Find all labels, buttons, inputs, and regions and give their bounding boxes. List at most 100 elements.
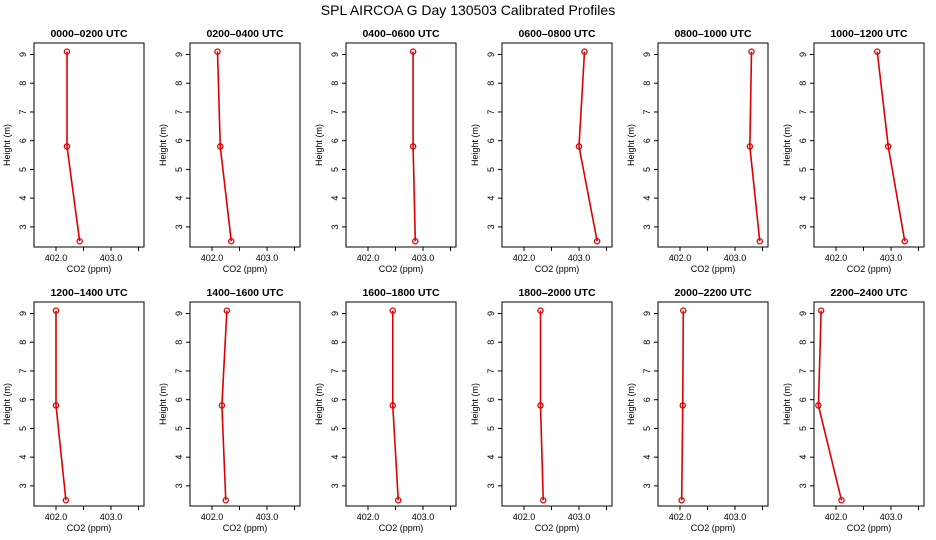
data-point	[537, 307, 544, 314]
y-tick-label: 6	[486, 397, 496, 402]
x-tick-label: 403.0	[256, 253, 279, 263]
x-axis-label: CO2 (ppm)	[691, 523, 736, 533]
y-tick-label: 7	[330, 109, 340, 114]
plot-frame	[189, 42, 301, 248]
data-point	[222, 497, 229, 504]
x-axis-label: CO2 (ppm)	[691, 264, 736, 274]
x-tick-label: 403.0	[568, 512, 591, 522]
profile-line	[539, 310, 545, 501]
data-point	[756, 238, 764, 245]
y-tick-label: 9	[174, 311, 184, 316]
data-point	[389, 307, 396, 314]
y-tick-label: 9	[486, 311, 496, 316]
plot-frame	[33, 301, 145, 507]
y-tick-label: 5	[642, 167, 652, 172]
x-axis-label: CO2 (ppm)	[535, 264, 580, 274]
y-tick-label: 8	[18, 340, 28, 345]
y-tick-label: 7	[798, 109, 808, 114]
x-axis-label: CO2 (ppm)	[847, 523, 892, 533]
panel-title: 0600–0800 UTC	[518, 28, 595, 40]
y-tick-label: 4	[798, 196, 808, 201]
x-tick-label: 402.0	[669, 253, 692, 263]
profile-line	[749, 51, 761, 242]
profile-line	[66, 51, 81, 242]
y-tick-label: 8	[642, 340, 652, 345]
y-tick-label: 6	[174, 397, 184, 402]
y-tick-label: 4	[798, 455, 808, 460]
y-tick-label: 9	[174, 52, 184, 57]
y-tick-label: 4	[330, 196, 340, 201]
x-tick-label: 403.0	[412, 512, 435, 522]
page-title: SPL AIRCOA G Day 130503 Calibrated Profi…	[320, 2, 616, 18]
y-tick-label: 8	[486, 81, 496, 86]
data-point	[581, 48, 588, 55]
data-point	[537, 402, 544, 409]
x-tick-label: 403.0	[412, 253, 435, 263]
y-tick-label: 8	[642, 81, 652, 86]
x-axis-label: CO2 (ppm)	[223, 264, 268, 274]
panel-title: 1400–1600 UTC	[206, 287, 283, 299]
profile-line	[216, 51, 233, 242]
y-tick-label: 9	[330, 311, 340, 316]
y-tick-label: 6	[642, 397, 652, 402]
y-axis-label: Height (m)	[2, 383, 12, 425]
y-axis-label: Height (m)	[470, 124, 480, 166]
x-tick-label: 402.0	[825, 253, 848, 263]
y-tick-label: 6	[798, 397, 808, 402]
plot-frame	[501, 42, 613, 248]
y-tick-label: 9	[330, 52, 340, 57]
data-point	[678, 497, 685, 504]
y-axis-label: Height (m)	[782, 383, 792, 425]
y-tick-label: 9	[642, 311, 652, 316]
data-point	[409, 48, 417, 55]
y-tick-label: 5	[798, 426, 808, 431]
data-point	[575, 143, 583, 150]
y-tick-label: 4	[18, 196, 28, 201]
data-point	[540, 497, 547, 504]
y-axis-label: Height (m)	[470, 383, 480, 425]
y-tick-label: 5	[330, 426, 340, 431]
y-tick-label: 3	[330, 224, 340, 229]
data-point	[63, 143, 71, 150]
y-tick-label: 7	[174, 368, 184, 373]
profile-line	[680, 310, 685, 501]
x-tick-label: 403.0	[100, 512, 123, 522]
y-axis-label: Height (m)	[626, 383, 636, 425]
y-axis-label: Height (m)	[314, 383, 324, 425]
x-axis-label: CO2 (ppm)	[223, 523, 268, 533]
x-axis-label: CO2 (ppm)	[67, 523, 112, 533]
data-point	[874, 48, 881, 55]
y-tick-label: 9	[18, 311, 28, 316]
data-point	[62, 497, 70, 504]
y-tick-label: 6	[330, 138, 340, 143]
data-point	[815, 402, 822, 409]
y-tick-label: 8	[486, 340, 496, 345]
data-point	[216, 143, 224, 150]
x-axis-label: CO2 (ppm)	[379, 523, 424, 533]
y-tick-label: 4	[174, 196, 184, 201]
plot-frame	[33, 42, 145, 248]
y-tick-label: 6	[330, 397, 340, 402]
y-axis-label: Height (m)	[2, 124, 12, 166]
y-tick-label: 7	[18, 368, 28, 373]
data-point	[52, 402, 60, 409]
panel-title: 1000–1200 UTC	[830, 28, 907, 40]
y-tick-label: 8	[174, 81, 184, 86]
y-tick-label: 6	[798, 138, 808, 143]
plot-frame	[813, 42, 925, 248]
profile-line	[578, 51, 598, 242]
data-point	[746, 143, 754, 150]
y-tick-label: 6	[174, 138, 184, 143]
data-point	[885, 143, 892, 150]
panel-title: 1800–2000 UTC	[518, 287, 595, 299]
y-tick-label: 8	[18, 81, 28, 86]
y-axis-label: Height (m)	[782, 124, 792, 166]
y-tick-label: 3	[330, 483, 340, 488]
y-tick-label: 5	[174, 167, 184, 172]
y-tick-label: 3	[798, 224, 808, 229]
